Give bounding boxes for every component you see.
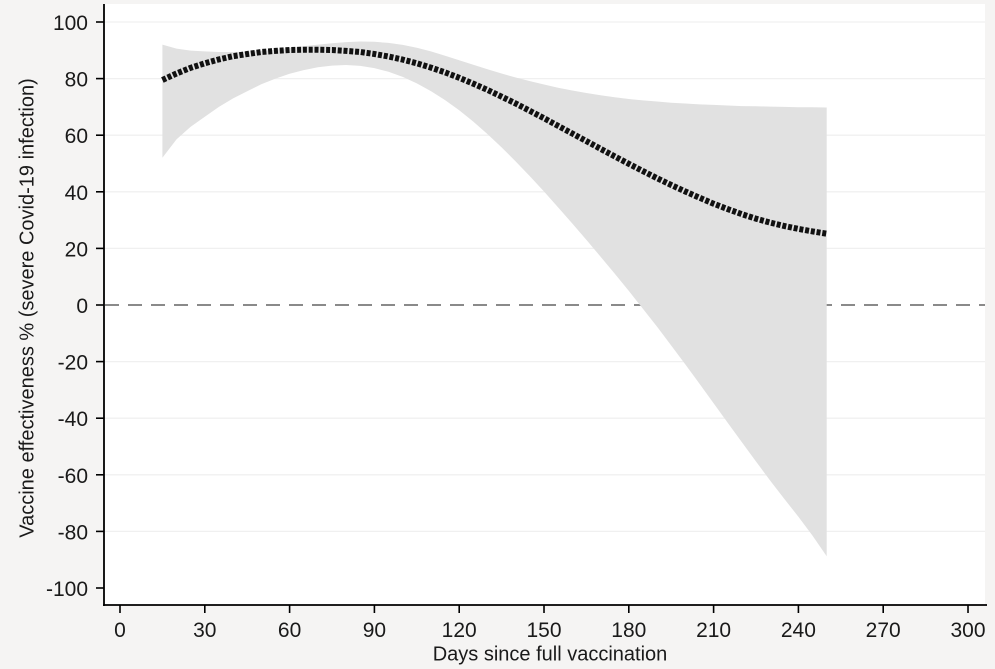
x-tick-label: 240 <box>781 619 816 642</box>
confidence-band <box>162 41 827 557</box>
x-tick-label: 90 <box>363 619 386 642</box>
x-tick-label: 120 <box>442 619 477 642</box>
y-tick-label: -40 <box>58 408 88 431</box>
x-tick-label: 30 <box>193 619 216 642</box>
y-tick-label: 20 <box>65 238 88 261</box>
y-tick-label: -20 <box>58 352 88 375</box>
y-axis-title: Vaccine effectiveness % (severe Covid-19… <box>16 78 39 538</box>
x-tick-label: 180 <box>611 619 646 642</box>
x-tick-label: 0 <box>114 619 126 642</box>
y-tick-label: 80 <box>65 69 88 92</box>
y-tick-label: -60 <box>58 465 88 488</box>
y-tick-label: 100 <box>53 12 88 35</box>
x-tick-label: 210 <box>696 619 731 642</box>
y-tick-label: 60 <box>65 125 88 148</box>
ve-curve <box>161 46 828 237</box>
x-axis-title: Days since full vaccination <box>432 643 668 666</box>
y-tick-label: 0 <box>76 295 88 318</box>
y-tick-label: -100 <box>46 578 88 601</box>
y-tick-label: -80 <box>58 521 88 544</box>
x-tick-label: 300 <box>950 619 985 642</box>
x-tick-label: 60 <box>278 619 301 642</box>
x-tick-label: 150 <box>526 619 561 642</box>
x-tick-label: 270 <box>866 619 901 642</box>
y-tick-label: 40 <box>65 182 88 205</box>
